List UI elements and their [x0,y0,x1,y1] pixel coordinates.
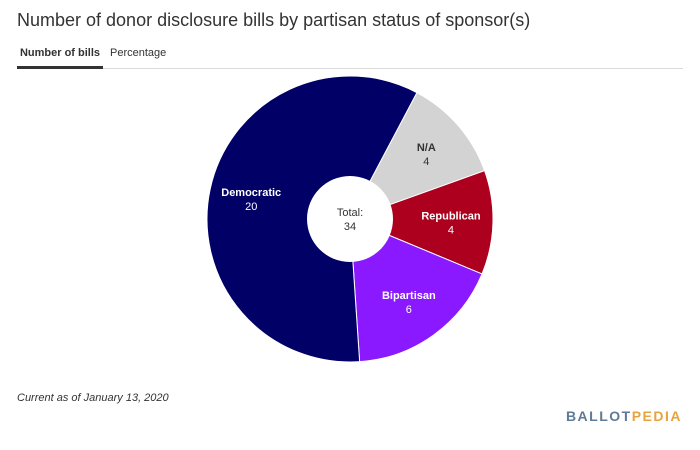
slice-value: 6 [406,304,412,316]
ballotpedia-logo: BALLOTPEDIA [566,408,682,424]
slice-value: 4 [423,156,429,168]
chart-title: Number of donor disclosure bills by part… [17,10,531,30]
slice-label: Democratic [221,187,281,199]
donut-hole [307,176,393,262]
slice-republican[interactable] [348,170,494,275]
slice-value: 4 [448,225,454,237]
logo-part-pedia: PEDIA [631,408,682,424]
slice-label: Republican [421,211,481,223]
footnote: Current as of January 13, 2020 [17,392,169,404]
slice-n-a[interactable] [348,91,486,220]
slice-value: 20 [245,201,257,213]
center-label: Total: [337,207,363,219]
tab-percentage[interactable]: Percentage [110,47,167,59]
center-value: 34 [344,221,356,233]
slice-bipartisan[interactable] [349,218,483,363]
tab-number-of-bills[interactable]: Number of bills [17,44,103,69]
chart-tabs: Number of bills Percentage [17,44,683,69]
slice-label: Bipartisan [382,290,436,302]
logo-part-ballot: BALLOT [565,408,632,424]
slice-label: N/A [417,142,436,154]
